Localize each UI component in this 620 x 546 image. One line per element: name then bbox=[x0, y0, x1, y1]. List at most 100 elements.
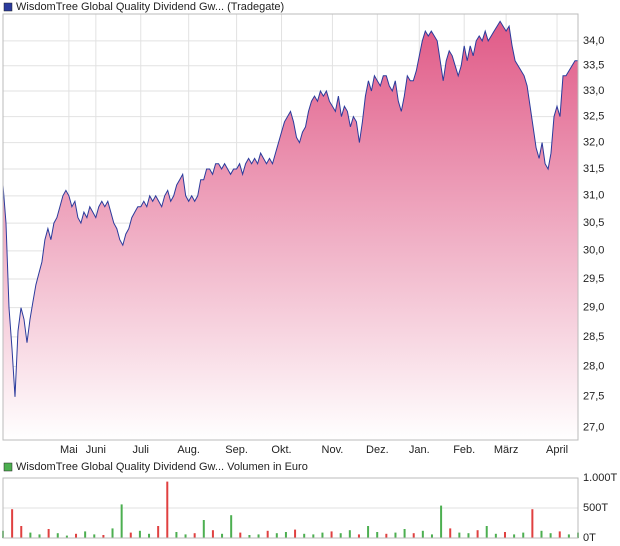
y-tick-label: 28,5 bbox=[583, 331, 604, 343]
volume-bar bbox=[357, 534, 360, 538]
volume-bar bbox=[266, 530, 269, 538]
volume-bar bbox=[211, 530, 214, 538]
volume-bar bbox=[549, 533, 552, 538]
volume-bar bbox=[129, 532, 132, 538]
x-tick-label: Nov. bbox=[322, 444, 344, 456]
volume-bar bbox=[449, 528, 452, 538]
volume-bar bbox=[394, 532, 397, 538]
volume-bar bbox=[202, 520, 205, 538]
y-tick-label: 33,5 bbox=[583, 60, 604, 72]
volume-bar bbox=[221, 533, 224, 538]
volume-bar bbox=[275, 533, 278, 538]
volume-bar bbox=[522, 532, 525, 538]
legend-swatch bbox=[3, 462, 13, 472]
x-tick-label: März bbox=[494, 444, 518, 456]
volume-bar bbox=[65, 535, 68, 538]
volume-bar bbox=[148, 533, 151, 538]
volume-bar bbox=[339, 533, 342, 538]
volume-bar bbox=[111, 528, 114, 538]
volume-bar bbox=[47, 529, 50, 538]
volume-bar bbox=[494, 533, 497, 538]
x-tick-label: Juli bbox=[133, 444, 150, 456]
volume-bar bbox=[348, 530, 351, 538]
x-tick-label: April bbox=[546, 444, 568, 456]
y-tick-label: 27,5 bbox=[583, 391, 604, 403]
volume-bar bbox=[175, 532, 178, 538]
x-tick-label: Juni bbox=[86, 444, 106, 456]
area-fill bbox=[3, 21, 578, 441]
volume-bar bbox=[312, 534, 315, 538]
x-tick-label: Sep. bbox=[225, 444, 248, 456]
x-tick-label: Dez. bbox=[366, 444, 389, 456]
x-tick-label: Feb. bbox=[453, 444, 475, 456]
volume-bar bbox=[476, 530, 479, 538]
y-tick-label: 30,0 bbox=[583, 245, 604, 257]
volume-bar bbox=[38, 534, 41, 538]
y-tick-label: 500T bbox=[583, 502, 608, 514]
volume-bar bbox=[294, 529, 297, 538]
volume-bar bbox=[248, 535, 251, 538]
volume-bar bbox=[567, 534, 570, 538]
volume-bar bbox=[29, 532, 32, 538]
plot-frame bbox=[2, 13, 579, 441]
legend-swatch bbox=[3, 2, 13, 12]
y-tick-label: 27,0 bbox=[583, 421, 604, 433]
y-tick-label: 32,5 bbox=[583, 110, 604, 122]
volume-bar bbox=[421, 530, 424, 538]
y-tick-label: 28,0 bbox=[583, 360, 604, 372]
volume-bar bbox=[531, 509, 534, 538]
volume-bar bbox=[440, 505, 443, 538]
y-tick-label: 1.000T bbox=[583, 472, 618, 484]
x-tick-label: Aug. bbox=[177, 444, 200, 456]
volume-bar bbox=[385, 533, 388, 538]
volume-bar bbox=[467, 533, 470, 538]
volume-bar bbox=[11, 509, 14, 538]
x-tick-label: Jan. bbox=[409, 444, 430, 456]
volume-bar bbox=[284, 532, 287, 538]
y-tick-label: 33,0 bbox=[583, 85, 604, 97]
volume-bar bbox=[412, 533, 415, 538]
volume-bar bbox=[93, 534, 96, 538]
volume-bar bbox=[193, 533, 196, 538]
volume-bar bbox=[257, 534, 260, 538]
plot-frame bbox=[2, 477, 579, 539]
volume-bar bbox=[157, 526, 160, 538]
y-tick-label: 30,5 bbox=[583, 217, 604, 229]
y-tick-label: 29,5 bbox=[583, 273, 604, 285]
y-tick-label: 32,0 bbox=[583, 136, 604, 148]
volume-bar bbox=[321, 532, 324, 538]
x-tick-label: Mai bbox=[60, 444, 78, 456]
volume-bar bbox=[403, 529, 406, 538]
legend-label: WisdomTree Global Quality Dividend Gw...… bbox=[16, 1, 284, 13]
y-tick-label: 34,0 bbox=[583, 35, 604, 47]
volume-bar bbox=[485, 526, 488, 538]
volume-bar bbox=[513, 534, 516, 538]
x-tick-label: Okt. bbox=[271, 444, 291, 456]
price-line bbox=[2, 20, 578, 397]
volume-bar bbox=[166, 481, 169, 538]
volume-bar bbox=[120, 504, 123, 538]
volume-bar bbox=[138, 530, 141, 538]
volume-bar bbox=[75, 533, 78, 538]
volume-bar bbox=[303, 533, 306, 538]
volume-bar bbox=[376, 532, 379, 538]
y-tick-label: 29,0 bbox=[583, 302, 604, 314]
volume-bar bbox=[84, 531, 87, 538]
volume-bar bbox=[20, 526, 23, 538]
volume-bar bbox=[102, 535, 105, 538]
volume-bar bbox=[184, 534, 187, 538]
volume-bar bbox=[558, 531, 561, 538]
volume-bar bbox=[330, 531, 333, 538]
volume-bar bbox=[239, 532, 242, 538]
legend-label: WisdomTree Global Quality Dividend Gw...… bbox=[16, 461, 308, 473]
volume-bar bbox=[230, 515, 233, 538]
y-tick-label: 0T bbox=[583, 532, 596, 544]
y-tick-label: 31,5 bbox=[583, 163, 604, 175]
volume-bar bbox=[458, 532, 461, 538]
y-tick-label: 31,0 bbox=[583, 190, 604, 202]
volume-bar bbox=[503, 532, 506, 538]
volume-bar bbox=[367, 526, 370, 538]
volume-bar bbox=[430, 534, 433, 538]
volume-bar bbox=[540, 530, 543, 538]
